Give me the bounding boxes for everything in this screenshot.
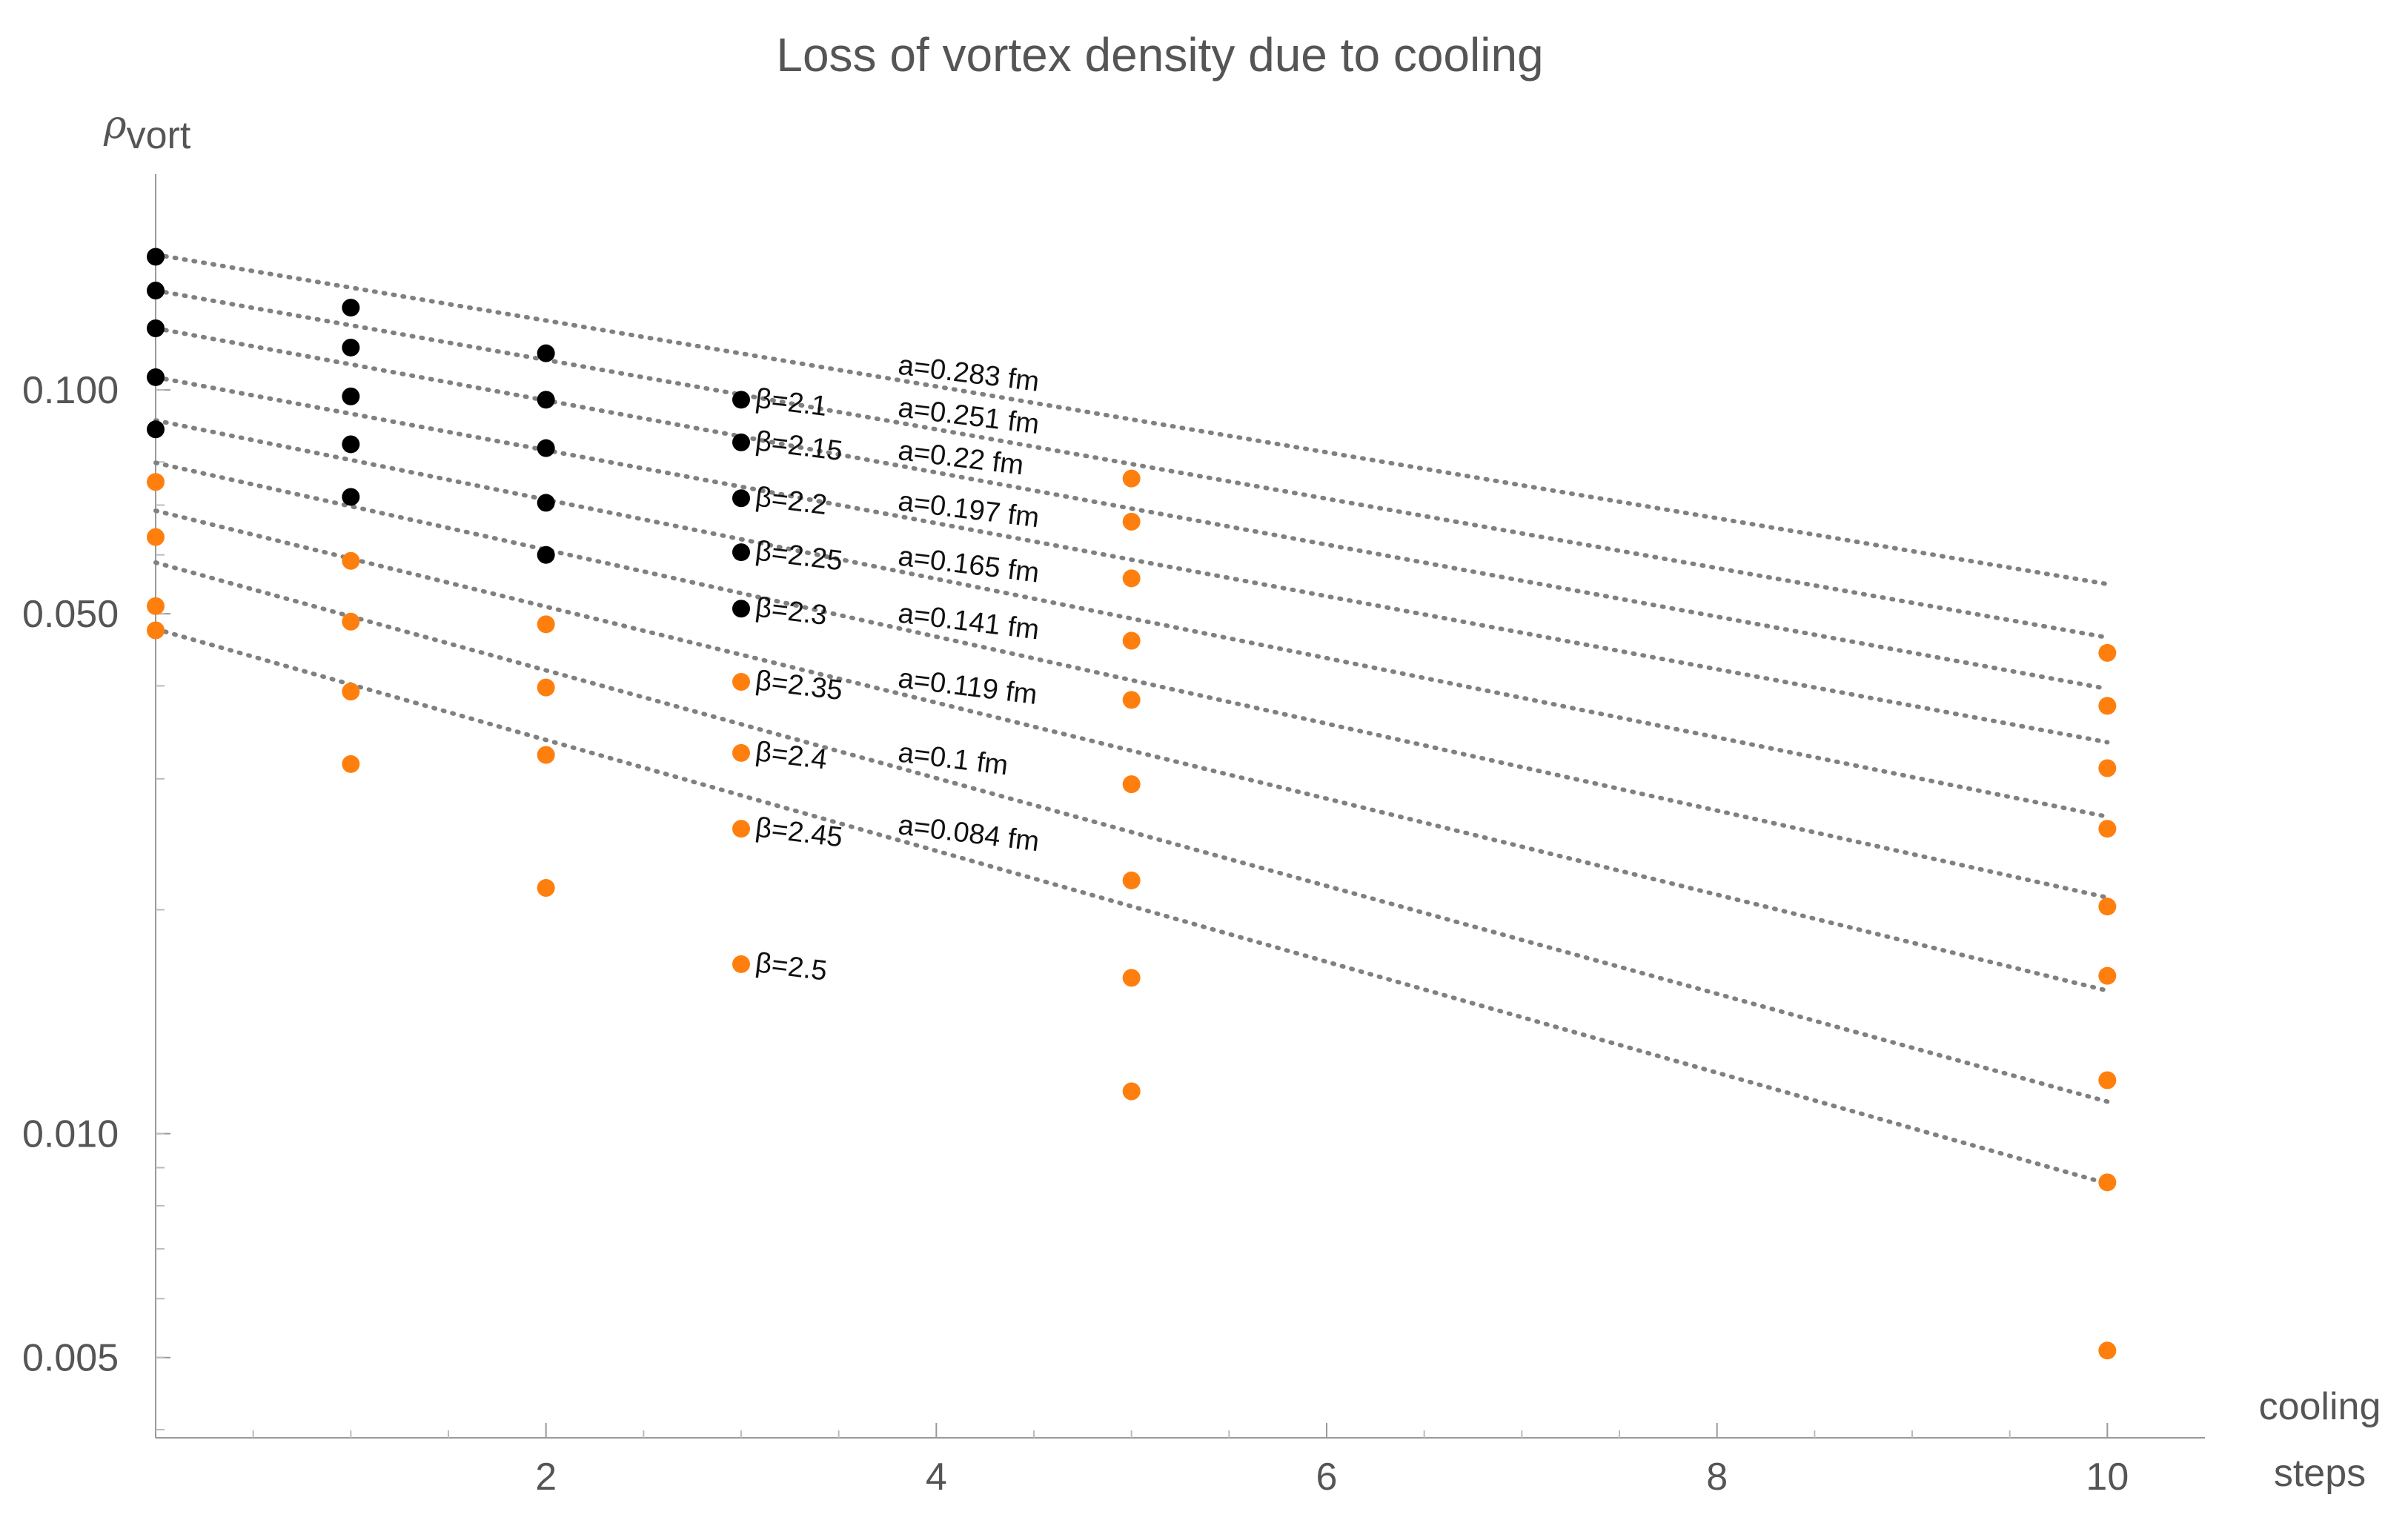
- data-point-series-7: [342, 612, 360, 631]
- y-axis-label: ρvort: [103, 103, 191, 157]
- x-tick-label: 10: [2086, 1456, 2129, 1499]
- y-axis-label-subscript: vort: [127, 114, 191, 157]
- data-point-series-1: [2098, 643, 2117, 662]
- fit-lines: [153, 252, 2110, 1186]
- data-point-series-9: [2098, 1341, 2117, 1360]
- data-point-series-5: [342, 488, 360, 506]
- data-point-series-2: [147, 282, 165, 300]
- data-point-series-2: [732, 433, 750, 451]
- data-point-series-1: [537, 344, 555, 362]
- data-point-series-9: [732, 955, 750, 973]
- data-point-series-5: [2098, 898, 2117, 916]
- data-point-series-6: [732, 673, 750, 691]
- data-point-series-9: [147, 621, 165, 640]
- y-tick-label: 0.100: [22, 369, 119, 412]
- data-point-series-1: [147, 248, 165, 266]
- fit-line-6: [153, 460, 2110, 900]
- y-tick-label: 0.010: [22, 1113, 119, 1156]
- data-point-series-4: [732, 543, 750, 562]
- data-point-series-9: [537, 879, 555, 898]
- fit-line-2: [153, 288, 2110, 640]
- data-point-series-3: [732, 489, 750, 508]
- data-point-series-6: [537, 615, 555, 634]
- data-point-series-5: [537, 545, 555, 564]
- data-point-series-5: [732, 600, 750, 618]
- data-point-series-2: [342, 338, 360, 356]
- data-point-series-8: [1122, 969, 1141, 987]
- data-point-series-7: [537, 678, 555, 697]
- data-point-series-6: [1122, 775, 1141, 794]
- x-tick-label: 6: [1316, 1456, 1338, 1499]
- fit-line-1: [153, 252, 2110, 587]
- data-point-series-1: [1122, 469, 1141, 488]
- data-point-series-6: [2098, 966, 2117, 985]
- data-point-series-5: [1122, 691, 1141, 709]
- y-axis-label-symbol: ρ: [103, 103, 127, 147]
- data-point-series-8: [537, 746, 555, 764]
- data-point-series-7: [1122, 871, 1141, 889]
- data-point-series-8: [147, 597, 165, 615]
- chart-title: Loss of vortex density due to cooling: [776, 28, 1543, 82]
- data-point-series-1: [732, 391, 750, 409]
- data-point-series-7: [147, 528, 165, 546]
- x-tick-label: 4: [926, 1456, 947, 1499]
- data-point-series-7: [2098, 1071, 2117, 1089]
- fit-line-7: [153, 508, 2110, 993]
- data-point-series-8: [732, 820, 750, 838]
- data-points: [147, 248, 2117, 1360]
- x-tick-label: 8: [1706, 1456, 1728, 1499]
- x-axis-label-line2: steps: [2274, 1452, 2366, 1495]
- data-point-series-2: [2098, 697, 2117, 715]
- y-axis-ticks: 0.100 0.050 0.010 0.005: [22, 369, 170, 1430]
- data-point-series-3: [1122, 569, 1141, 588]
- data-point-series-4: [342, 435, 360, 454]
- data-point-series-3: [342, 387, 360, 405]
- data-point-series-3: [2098, 759, 2117, 777]
- data-point-series-6: [147, 473, 165, 491]
- data-point-series-5: [147, 420, 165, 439]
- x-axis-ticks: 2 4 6 8 10: [252, 1423, 2129, 1499]
- y-tick-label: 0.050: [22, 593, 119, 636]
- data-point-series-8: [2098, 1173, 2117, 1192]
- x-tick-label: 2: [535, 1456, 557, 1499]
- fit-line-4: [153, 375, 2110, 745]
- fit-line-9: [153, 626, 2110, 1186]
- data-point-series-9: [342, 754, 360, 773]
- data-point-series-6: [342, 551, 360, 570]
- data-point-series-3: [147, 319, 165, 337]
- y-tick-label: 0.005: [22, 1337, 119, 1380]
- data-point-series-4: [1122, 631, 1141, 650]
- data-point-series-9: [1122, 1082, 1141, 1101]
- data-point-series-4: [537, 494, 555, 512]
- data-point-series-4: [2098, 820, 2117, 838]
- data-point-series-3: [537, 439, 555, 457]
- data-point-series-4: [147, 368, 165, 386]
- fit-line-8: [153, 560, 2110, 1104]
- data-point-series-1: [342, 299, 360, 317]
- fit-line-3: [153, 326, 2110, 691]
- data-point-series-8: [342, 683, 360, 701]
- data-point-series-7: [732, 743, 750, 762]
- data-point-series-2: [537, 391, 555, 409]
- data-point-series-2: [1122, 512, 1141, 531]
- fit-line-5: [153, 418, 2110, 819]
- x-axis-label-line1: cooling: [2259, 1385, 2381, 1428]
